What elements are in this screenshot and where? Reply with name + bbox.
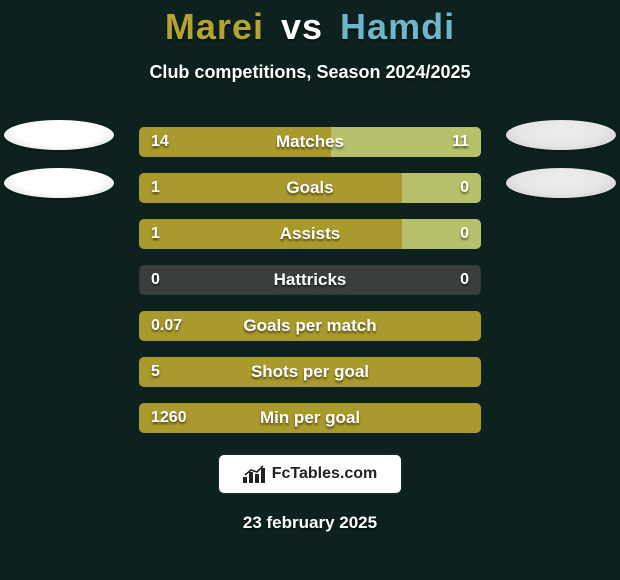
brand-chart-icon <box>243 465 265 483</box>
stat-bar-right <box>331 127 481 157</box>
stat-bar-left <box>139 127 331 157</box>
team-logo-placeholder <box>4 168 114 198</box>
stat-row: Goals per match0.07 <box>139 311 481 341</box>
left-team-logos <box>4 120 114 216</box>
stat-bar-right <box>402 173 481 203</box>
stat-row: Goals10 <box>139 173 481 203</box>
stat-row: Hattricks0 0 <box>139 265 481 295</box>
title-player1: Marei <box>165 6 264 47</box>
stat-bar-left <box>139 173 402 203</box>
comparison-card: Marei vs Hamdi Club competitions, Season… <box>0 0 620 580</box>
title-vs: vs <box>281 6 323 47</box>
stat-row: Min per goal1260 <box>139 403 481 433</box>
stat-bar-left <box>139 403 481 433</box>
stat-bar-left <box>139 357 481 387</box>
team-logo-placeholder <box>4 120 114 150</box>
stat-row: Assists10 <box>139 219 481 249</box>
stat-value-right: 0 <box>460 265 469 295</box>
stat-row: Matches1411 <box>139 127 481 157</box>
brand-pill: FcTables.com <box>217 453 403 495</box>
subtitle: Club competitions, Season 2024/2025 <box>0 62 620 83</box>
team-logo-placeholder <box>506 120 616 150</box>
stat-value-left: 0 <box>151 265 160 295</box>
brand-text: FcTables.com <box>272 465 378 483</box>
stat-bar-left <box>139 219 402 249</box>
team-logo-placeholder <box>506 168 616 198</box>
stat-bar-right <box>402 219 481 249</box>
stat-row: Shots per goal5 <box>139 357 481 387</box>
stat-label: Hattricks <box>139 265 481 295</box>
page-title: Marei vs Hamdi <box>0 6 620 48</box>
stat-bar-left <box>139 311 481 341</box>
right-team-logos <box>506 120 616 216</box>
watermark-date: 23 february 2025 <box>0 513 620 533</box>
title-player2: Hamdi <box>340 6 455 47</box>
